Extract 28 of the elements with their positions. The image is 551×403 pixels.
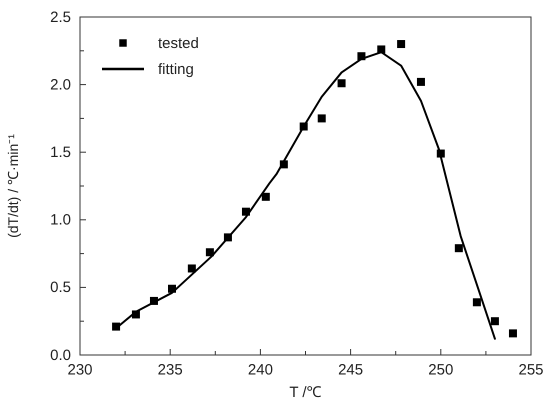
y-tick-label: 0.5 <box>50 279 71 296</box>
legend-label: tested <box>158 35 199 52</box>
x-tick-label: 255 <box>518 362 544 379</box>
point <box>397 40 406 48</box>
y-tick-label: 2.0 <box>50 76 71 94</box>
point <box>206 248 214 256</box>
y-axis-title: (dT/dt) / ℃·min⁻¹ <box>5 134 21 238</box>
point <box>490 317 499 326</box>
x-tick-label: 240 <box>248 362 273 379</box>
x-tick-label: 235 <box>158 362 183 379</box>
legend-label: fitting <box>158 61 194 78</box>
x-tick-label: 245 <box>338 362 364 379</box>
point <box>416 78 425 86</box>
x-tick-label: 230 <box>67 362 93 379</box>
point <box>508 329 517 338</box>
point <box>454 244 463 252</box>
y-tick-label: 1.0 <box>50 212 71 229</box>
point <box>472 298 481 306</box>
y-tick-label: 1.5 <box>50 144 71 161</box>
point <box>188 264 196 272</box>
y-tick-label: 2.5 <box>50 8 71 26</box>
x-tick-label: 250 <box>428 362 454 379</box>
y-tick-label: 0.0 <box>50 346 71 364</box>
point <box>112 322 120 331</box>
point <box>318 114 326 122</box>
x-axis-title: T /℃ <box>289 384 322 401</box>
point <box>338 79 346 88</box>
point <box>262 192 270 201</box>
